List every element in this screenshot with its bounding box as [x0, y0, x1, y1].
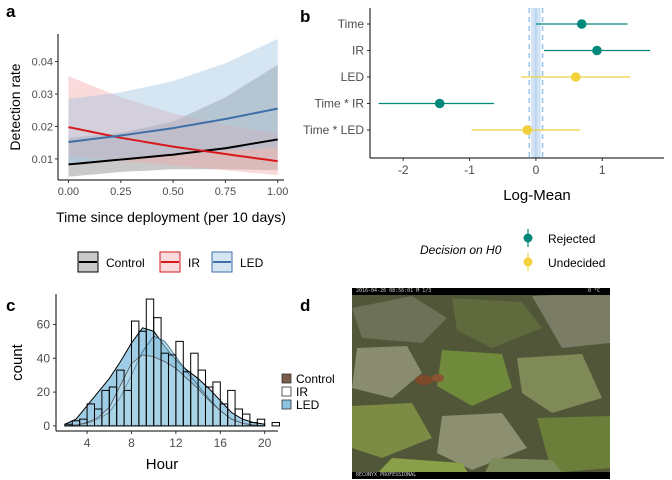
photo-brand: RECONYX PROFESSIONAL — [356, 472, 417, 478]
rock-3 — [352, 346, 422, 398]
histogram-bar-22 — [227, 389, 236, 427]
rock-5 — [517, 354, 602, 413]
y-tick-label: 0.02 — [32, 121, 53, 133]
y-tick-label: 0.01 — [32, 154, 53, 166]
panel-b-label: b — [300, 7, 311, 26]
y-tick-label: 0.04 — [32, 57, 53, 69]
squirrel-tail-shape — [432, 374, 444, 382]
x-tick-label: -2 — [398, 163, 409, 177]
y-tick-label: Time * LED — [303, 123, 364, 137]
legend-label-undecided: Undecided — [548, 256, 605, 270]
rock-8 — [537, 416, 610, 473]
confidence-band-led — [68, 38, 278, 164]
x-tick-label: 0.75 — [215, 186, 236, 198]
estimate-point-4 — [522, 125, 533, 135]
trend-line-led — [68, 107, 278, 144]
legend-label-rejected: Rejected — [548, 232, 595, 246]
histogram-bar-28 — [271, 422, 280, 427]
legend-label-led: LED — [296, 398, 320, 412]
x-tick-label: 1.00 — [267, 186, 288, 198]
legend-label-control: Control — [106, 256, 145, 270]
y-tick-label: 40 — [37, 351, 51, 365]
panel-d-label: d — [300, 296, 311, 315]
rock-4 — [437, 350, 512, 406]
y-tick-label: Time * IR — [314, 97, 364, 111]
panel-b-legend: Decision on H0 Rejected Undecided — [420, 229, 605, 271]
y-tick-label: 0 — [43, 419, 50, 433]
estimate-point-1 — [592, 45, 602, 56]
forest-floor-image — [352, 288, 610, 479]
x-tick-label: 12 — [169, 436, 183, 450]
y-axis-title: Detection rate — [7, 63, 23, 150]
panel-a-chart: 0.01 0.02 0.03 0.04 0.00 0.25 0.50 0.75 1.00 Time… — [7, 34, 288, 225]
panel-b-chart: Time IR LED Time * IR Time * LED -2 -1 0 1 Log-Me… — [303, 8, 664, 204]
x-axis-title: Hour — [146, 456, 179, 473]
x-tick-label: 0.25 — [110, 186, 131, 198]
rock-6 — [352, 403, 432, 458]
legend-label-control: Control — [296, 372, 335, 386]
panel-a-label: a — [6, 2, 16, 21]
y-tick-label: Time — [338, 17, 365, 31]
legend-title: Decision on H0 — [420, 243, 502, 257]
histogram-bar-26 — [256, 418, 266, 427]
photo-brand-bar: RECONYX PROFESSIONAL — [352, 472, 610, 479]
x-tick-label: 4 — [84, 436, 91, 450]
photo-timestamp: 2016-04-26 08:56:01 M 1/3 — [356, 288, 432, 294]
estimate-point-0 — [576, 19, 587, 29]
rock-7 — [437, 413, 527, 470]
rock-1 — [452, 298, 542, 348]
x-tick-label: 1 — [599, 163, 606, 177]
trend-line-control — [68, 138, 278, 166]
legend-key-control — [281, 373, 292, 384]
panel-c-label: c — [6, 296, 16, 315]
confidence-band-ir — [68, 76, 278, 176]
photo-temperature: 0 °C — [587, 288, 600, 294]
panel-a-legend: Control IR LED — [77, 251, 264, 273]
x-axis-title: Log-Mean — [503, 187, 571, 204]
y-tick-label: 60 — [37, 317, 51, 331]
photo-timestamp-bar: 2016-04-26 08:56:01 M 1/3 0 °C — [352, 288, 610, 295]
histogram-bar-24 — [241, 413, 251, 427]
y-tick-label: IR — [352, 44, 364, 58]
x-tick-label: 0.50 — [162, 186, 183, 198]
x-tick-label: 20 — [258, 436, 272, 450]
squirrel-shape — [415, 375, 433, 385]
trend-line-ir — [68, 126, 278, 163]
y-axis-title: count — [9, 343, 26, 381]
rocks — [352, 292, 610, 479]
panel-c-chart: 0 20 40 60 4 8 12 16 20 Hour count — [9, 294, 280, 473]
legend-label-led: LED — [240, 256, 264, 270]
x-tick-label: -1 — [464, 163, 475, 177]
x-axis-title: Time since deployment (per 10 days) — [56, 209, 286, 225]
density-ir — [64, 354, 265, 427]
legend-label-ir: IR — [296, 385, 308, 399]
legend-label-ir: IR — [188, 256, 200, 270]
estimate-point-3 — [434, 98, 445, 109]
legend-key-rejected — [523, 233, 533, 243]
legend-key-undecided — [523, 257, 533, 267]
estimate-point-2 — [570, 72, 581, 82]
legend-key-ir — [281, 386, 292, 397]
camera-trap-photo: 2016-04-26 08:56:01 M 1/3 0 °C RECONYX P… — [352, 288, 610, 479]
x-tick-label: 16 — [214, 436, 228, 450]
legend-key-led — [281, 399, 292, 410]
x-tick-label: 0.00 — [58, 186, 79, 198]
y-tick-label: LED — [341, 70, 365, 84]
rock-2 — [532, 292, 610, 348]
y-tick-label: 0.03 — [32, 89, 53, 101]
x-tick-label: 0 — [533, 163, 540, 177]
rock-0 — [352, 296, 447, 343]
x-tick-label: 8 — [128, 436, 135, 450]
y-tick-label: 20 — [37, 385, 51, 399]
